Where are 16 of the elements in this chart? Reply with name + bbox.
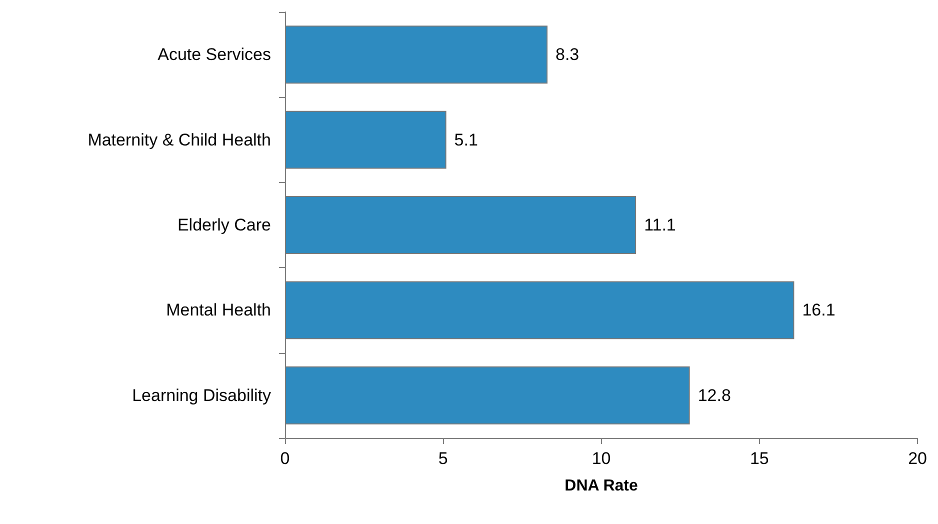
y-tick-label: Mental Health (166, 300, 271, 320)
y-tick-label: Acute Services (158, 45, 271, 64)
data-label: 5.1 (454, 130, 478, 150)
x-axis-title: DNA Rate (564, 478, 638, 494)
data-label: 8.3 (556, 45, 580, 64)
x-tick-label: 20 (908, 449, 928, 468)
x-tick-label: 0 (280, 449, 290, 468)
data-label: 12.8 (698, 386, 731, 405)
data-label: 16.1 (802, 300, 836, 320)
data-label: 11.1 (644, 216, 676, 234)
x-tick-label: 5 (438, 449, 448, 468)
x-tick-label: 15 (750, 449, 769, 468)
y-tick-label: Learning Disability (132, 386, 272, 405)
x-tick-label: 10 (592, 449, 611, 468)
y-tick-label: Elderly Care (177, 216, 271, 234)
y-tick-label: Maternity & Child Health (88, 130, 271, 150)
